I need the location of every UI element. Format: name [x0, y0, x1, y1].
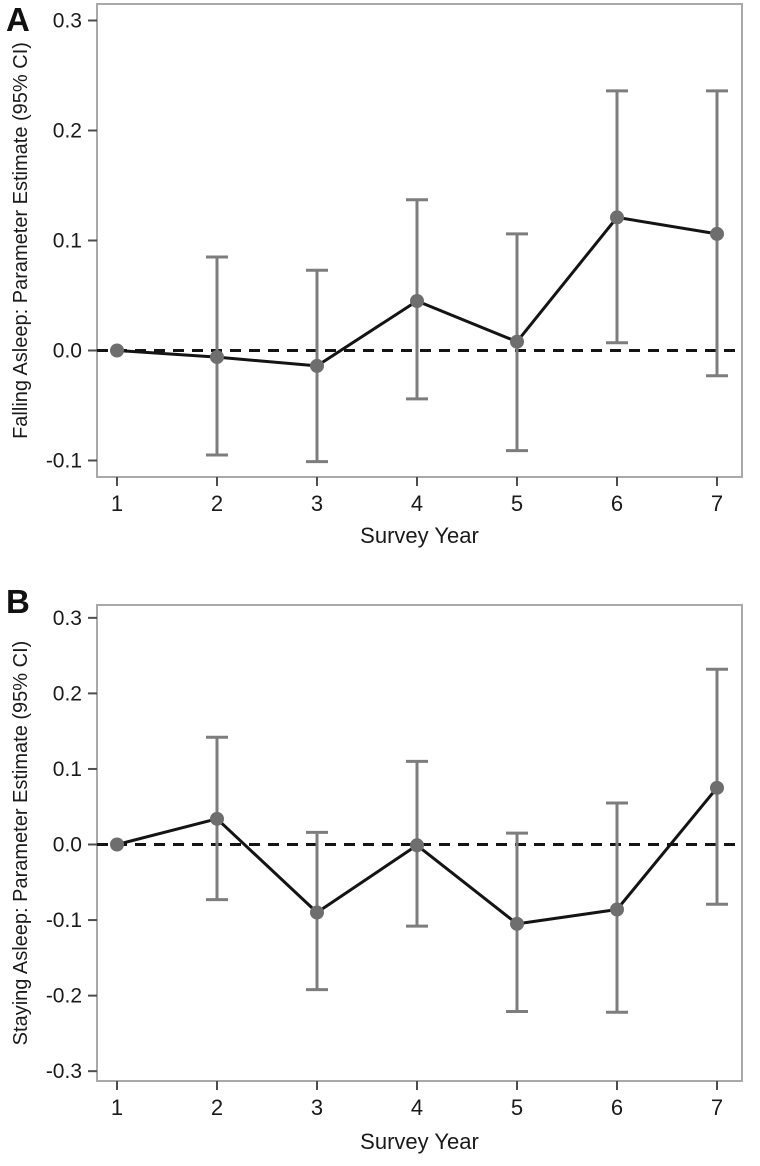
panel-b-label: B [6, 583, 30, 620]
data-point [610, 902, 624, 917]
panel-staying-asleep: B -0.3 -0.2 -0.1 0.0 0.1 0.2 0.3 1 2 3 4 5 6 7 Staying… [0, 580, 760, 1166]
data-point [410, 838, 424, 853]
y-tick-label: 0.1 [53, 758, 82, 781]
data-point [210, 350, 224, 365]
plot-frame [96, 604, 743, 1082]
x-tick-label: 1 [111, 1095, 123, 1120]
x-tick-label: 3 [311, 1095, 323, 1120]
data-point [710, 226, 724, 241]
y-tick-label: 0.0 [53, 340, 82, 363]
y-tick-label: 0.0 [53, 834, 82, 857]
data-point [110, 343, 124, 358]
y-tick-label: 0.3 [53, 607, 82, 630]
y-tick-label: 0.2 [53, 120, 82, 143]
x-axis-title: Survey Year [360, 523, 479, 548]
panel-falling-asleep: A -0.1 0.0 0.1 0.2 0.3 1 2 3 4 5 6 7 Falling Asleep:… [0, 0, 760, 570]
x-tick-label: 2 [211, 491, 223, 516]
plot-frame [96, 3, 743, 478]
x-tick-label: 7 [711, 1095, 723, 1120]
y-axis-title: Staying Asleep: Parameter Estimate (95% … [10, 641, 32, 1046]
y-tick-label: -0.1 [46, 450, 82, 473]
y-tick-label: 0.3 [53, 10, 82, 33]
x-tick-label: 1 [111, 491, 123, 516]
data-point [710, 780, 724, 795]
y-tick-label: 0.2 [53, 682, 82, 705]
x-tick-label: 4 [411, 1095, 423, 1120]
x-tick-label: 5 [511, 491, 523, 516]
y-tick-label: -0.2 [46, 985, 82, 1008]
y-tick-label: -0.1 [46, 909, 82, 932]
x-tick-label: 3 [311, 491, 323, 516]
x-tick-label: 4 [411, 491, 423, 516]
x-tick-label: 2 [211, 1095, 223, 1120]
x-tick-label: 6 [611, 491, 623, 516]
data-point [210, 811, 224, 826]
data-point [510, 334, 524, 349]
data-point [610, 210, 624, 225]
data-point [510, 916, 524, 931]
x-tick-label: 5 [511, 1095, 523, 1120]
data-point [410, 294, 424, 308]
y-tick-label: 0.1 [53, 230, 82, 253]
data-point [110, 837, 124, 852]
data-point [310, 358, 324, 373]
falling-asleep-chart: -0.1 0.0 0.1 0.2 0.3 1 2 3 4 5 6 7 Falling Asleep: P… [10, 3, 743, 548]
staying-asleep-chart: -0.3 -0.2 -0.1 0.0 0.1 0.2 0.3 1 2 3 4 5 6 7 Staying A… [10, 604, 743, 1154]
x-tick-label: 7 [711, 491, 723, 516]
data-point [310, 905, 324, 920]
x-axis-title: Survey Year [360, 1129, 479, 1154]
x-tick-label: 6 [611, 1095, 623, 1120]
y-tick-label: -0.3 [46, 1060, 82, 1083]
y-axis-title: Falling Asleep: Parameter Estimate (95% … [10, 42, 32, 439]
panel-a-label: A [6, 1, 30, 38]
